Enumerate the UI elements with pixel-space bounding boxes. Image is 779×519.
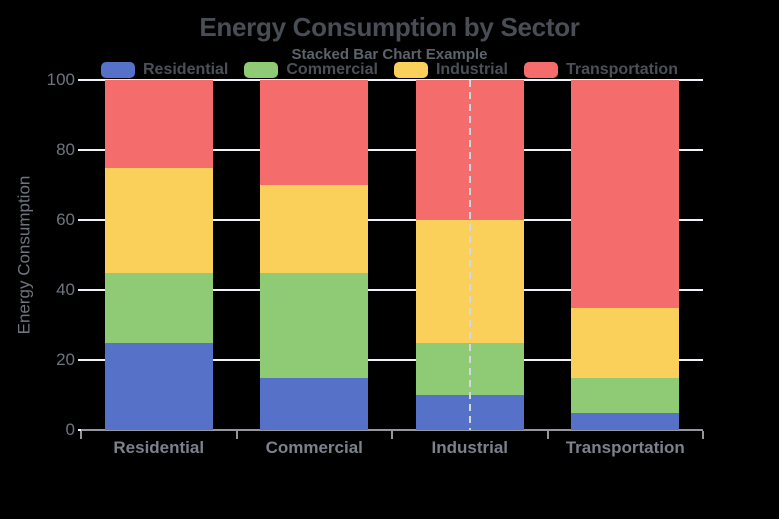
y-axis-tick-label-100: 100 [46,70,75,89]
y-axis-tick-60 [78,219,93,221]
legend-label: Residential [143,61,229,78]
bar-segment-commercial-residential[interactable] [104,272,213,343]
y-axis-tick-20 [78,359,93,361]
x-axis-label-residential: Residential [113,438,205,457]
x-axis-label-commercial: Commercial [265,438,363,457]
x-axis-tick [546,431,549,439]
legend: Residential Commercial Industrial Transport… [0,61,779,79]
x-axis-label-transportation: Transportation [565,438,685,457]
grid-line-y-60 [93,219,703,221]
bar-segment-transportation-transportation[interactable] [571,80,680,308]
grid-line-y-100 [93,79,703,81]
y-axis-tick-80 [78,149,93,151]
chart-subtitle: Stacked Bar Chart Example [291,46,488,63]
legend-item-industrial[interactable]: Industrial [393,61,508,79]
legend-swatch-commercial [244,62,279,78]
plot-area: 0 20 40 60 80 100 Residential Commercial Industr… [47,70,704,457]
bar-segment-industrial-commercial[interactable] [260,185,369,273]
x-axis-tick [702,431,704,439]
x-axis-tick [80,431,82,439]
bar-segment-residential-residential[interactable] [104,342,213,430]
bar-segment-industrial-residential[interactable] [104,167,213,273]
y-axis-title: Energy Consumption [14,175,34,335]
bar-transportation [571,80,680,430]
grid-line-y-80 [93,149,703,151]
bar-segment-transportation-commercial[interactable] [260,80,369,185]
y-axis-tick-label-0: 0 [65,420,75,439]
dashed-vline-annotation-industrial [468,80,471,430]
legend-label: Commercial [286,61,378,78]
bar-commercial [260,80,369,430]
y-axis-tick-label-60: 60 [56,210,75,229]
y-axis-title-wrap: Energy Consumption [4,80,44,430]
chart-title: Energy Consumption by Sector [199,12,580,42]
x-axis-tick [391,431,393,439]
y-axis-tick-label-80: 80 [56,140,75,159]
x-axis-tick [235,431,238,439]
bar-segment-industrial-transportation[interactable] [571,307,680,378]
legend-swatch-residential [101,62,135,78]
bar-segment-commercial-transportation[interactable] [571,377,680,413]
legend-label: Industrial [435,61,508,78]
legend-swatch-industrial [393,62,428,78]
grid-line-y-20 [93,359,703,361]
x-axis-line [81,429,703,431]
x-axis-label-industrial: Industrial [431,438,508,457]
legend-item-transportation[interactable]: Transportation [523,61,678,79]
y-axis-tick-100 [78,79,93,81]
bar-segment-residential-transportation[interactable] [571,412,680,430]
legend-item-residential[interactable]: Residential [101,61,228,79]
bar-segment-transportation-residential[interactable] [104,80,213,168]
bar-segment-commercial-commercial[interactable] [260,272,369,378]
legend-item-commercial[interactable]: Commercial [244,61,378,79]
y-axis-tick-label-20: 20 [56,350,75,369]
y-axis-tick-40 [78,289,93,291]
bar-segment-residential-commercial[interactable] [260,377,369,430]
y-axis-tick-label-40: 40 [56,280,75,299]
grid-line-y-40 [93,289,703,291]
bar-residential [104,80,213,430]
legend-label: Transportation [565,61,678,78]
legend-swatch-transportation [523,62,558,78]
